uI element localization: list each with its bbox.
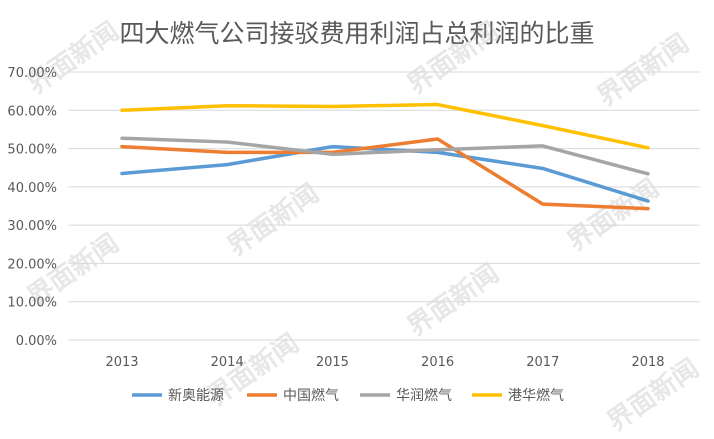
y-tick-label: 40.00% [7,181,57,196]
x-tick-label: 2013 [105,355,138,370]
series-line [120,137,650,211]
x-tick-label: 2017 [526,355,559,370]
y-tick-label: 0.00% [16,334,57,349]
y-tick-label: 20.00% [7,257,57,272]
chart-title: 四大燃气公司接驳费用利润占总利润的比重 [119,19,595,48]
series-lines [120,102,650,211]
x-tick-label: 2018 [631,355,664,370]
legend-label: 华润燃气 [396,387,452,404]
legend-label: 中国燃气 [283,387,339,404]
y-axis-labels: 0.00% 10.00% 20.00% 30.00% 40.00% 50.00% 60.00… [7,66,57,349]
legend-label: 港华燃气 [508,387,564,404]
series-line [120,102,650,150]
legend: 新奥能源 中国燃气 华润燃气 港华燃气 [132,387,564,404]
legend-label: 新奥能源 [168,387,224,404]
x-axis-labels: 2013 2014 2015 2016 2017 2018 [105,355,664,370]
series-line [120,144,650,203]
y-tick-label: 10.00% [7,296,57,311]
series-line [120,136,650,176]
x-tick-label: 2015 [316,355,349,370]
y-tick-label: 60.00% [7,104,57,119]
line-chart: 0.00% 10.00% 20.00% 30.00% 40.00% 50.00% 60.00… [7,66,700,404]
x-tick-label: 2016 [421,355,454,370]
y-tick-label: 50.00% [7,143,57,158]
y-tick-label: 30.00% [7,219,57,234]
x-tick-label: 2014 [211,355,244,370]
y-tick-label: 70.00% [7,66,57,81]
